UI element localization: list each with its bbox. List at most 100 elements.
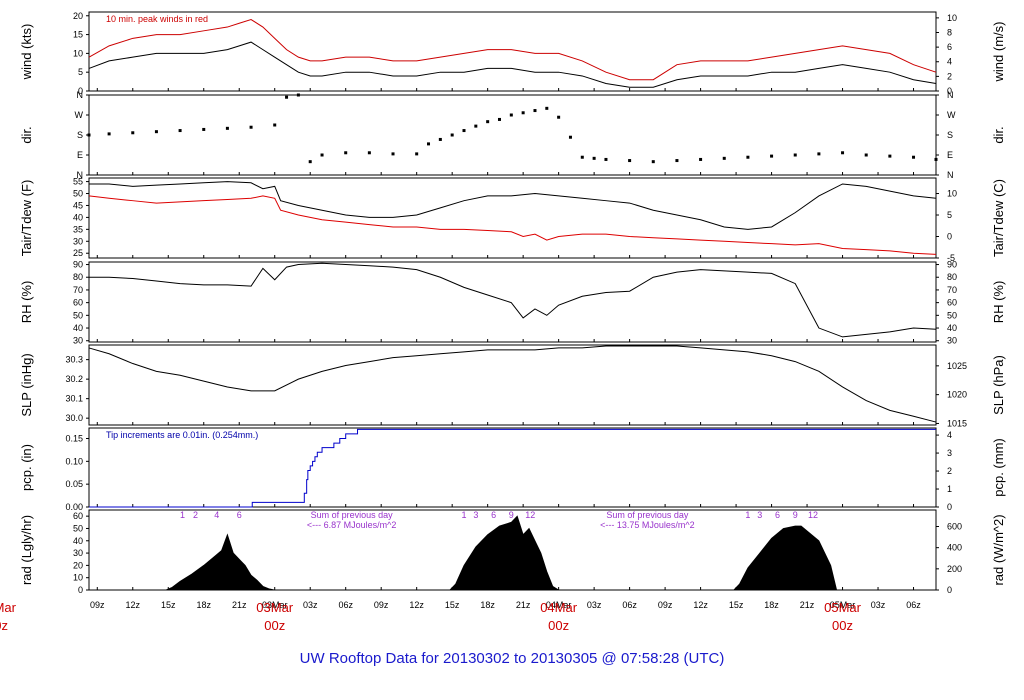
y-axis-title: Tair/Tdew (F) (19, 180, 34, 257)
data-point (592, 156, 596, 160)
data-point (557, 115, 561, 119)
data-point (651, 160, 655, 164)
time-tick-label: 04Mar (546, 600, 572, 610)
time-tick-label: 18z (196, 600, 211, 610)
data-point (888, 154, 892, 158)
data-point (509, 113, 513, 117)
y2-tick-label: 8 (947, 27, 952, 37)
time-tick-label: 06z (338, 600, 353, 610)
data-line (89, 181, 937, 230)
y-tick-label: 30.3 (65, 355, 83, 365)
time-tick-label: 09z (658, 600, 673, 610)
data-point (841, 151, 845, 155)
data-point (793, 153, 797, 157)
data-point (154, 130, 158, 134)
hour-mark: 9 (793, 510, 798, 520)
panel-pcp: 0.00 0.05 0.10 0.15 0 1 2 3 4 pcp. (in) pcp. (mm) T… (19, 427, 1006, 512)
y-tick-label: 0 (78, 86, 83, 96)
data-point (545, 106, 549, 110)
y2-tick-label: 10 (947, 13, 957, 23)
y2-tick-label: 1015 (947, 418, 967, 428)
panel-frame (88, 177, 937, 259)
panel-frame (88, 94, 937, 176)
y-tick-label: 55 (73, 177, 83, 187)
day-label: 03Mar (256, 600, 294, 615)
hour-mark: 6 (491, 510, 496, 520)
y-tick-label: W (75, 110, 84, 120)
y-tick-label: 30 (73, 336, 83, 346)
radiation-annotation: <--- 6.87 MJoules/m^2 (307, 520, 397, 530)
y-axis-title: dir. (19, 126, 34, 143)
data-point (320, 153, 324, 157)
y2-tick-label: 5 (947, 210, 952, 220)
hour-mark: 12 (808, 510, 818, 520)
data-point (285, 95, 289, 99)
data-point (438, 137, 442, 141)
time-tick-label: 12z (409, 600, 424, 610)
y-tick-label: 40 (73, 536, 83, 546)
data-point (367, 151, 371, 155)
data-line (88, 345, 937, 423)
y2-tick-label: 80 (947, 272, 957, 282)
data-point (934, 157, 938, 161)
hour-mark: 9 (509, 510, 514, 520)
y2-tick-label: 0 (947, 232, 952, 242)
time-tick-label: 06z (906, 600, 921, 610)
y-tick-label: 0.10 (65, 456, 83, 466)
y-tick-label: 30.0 (65, 413, 83, 423)
y2-tick-label: 3 (947, 448, 952, 458)
data-point (427, 142, 431, 146)
data-point (486, 120, 490, 124)
data-point (722, 156, 726, 160)
time-tick-label: 12z (126, 600, 141, 610)
hour-mark: 4 (214, 510, 219, 520)
y-tick-label: N (77, 170, 84, 180)
data-line (88, 195, 937, 255)
y2-tick-label: 600 (947, 522, 962, 532)
data-point (450, 133, 454, 137)
time-tick-label: 09z (90, 600, 105, 610)
panel-frame (88, 427, 937, 508)
time-tick-label: 06z (622, 600, 637, 610)
y-tick-label: 20 (73, 560, 83, 570)
y-tick-label: 25 (73, 248, 83, 258)
data-point (628, 159, 632, 163)
y2-tick-label: 400 (947, 543, 962, 553)
hour-mark: 1 (180, 510, 185, 520)
data-line (88, 18, 937, 81)
time-tick-label: 18z (480, 600, 495, 610)
y2-tick-label: 0 (947, 86, 952, 96)
data-point (344, 151, 348, 155)
data-point (225, 126, 229, 130)
y2-tick-label: N (947, 170, 954, 180)
y2-axis-title: pcp. (mm) (991, 438, 1006, 497)
data-point (308, 160, 312, 164)
y-tick-label: 15 (73, 30, 83, 40)
radiation-annotation: Sum of previous day (311, 510, 394, 520)
data-point (864, 153, 868, 157)
y-tick-label: 60 (73, 298, 83, 308)
time-tick-label: 03z (871, 600, 886, 610)
data-point (273, 123, 277, 127)
y-tick-label: 5 (78, 67, 83, 77)
y-tick-label: 80 (73, 272, 83, 282)
y-tick-label: N (77, 90, 84, 100)
y-tick-label: 30 (73, 548, 83, 558)
y2-axis-title: wind (m/s) (991, 22, 1006, 83)
y-tick-label: 50 (73, 523, 83, 533)
y2-tick-label: 200 (947, 564, 962, 574)
y2-tick-label: W (947, 110, 956, 120)
data-point (474, 124, 478, 128)
y2-tick-label: 0 (947, 585, 952, 595)
time-tick-label: 21z (516, 600, 531, 610)
y-axis-title: RH (%) (19, 281, 34, 324)
time-tick-label: 03Mar (262, 600, 288, 610)
time-tick-label: 15z (729, 600, 744, 610)
panel-wind: 0 5 10 15 20 0 2 4 6 8 10 wind (kts) wind (m/s) 10 mi… (19, 11, 1006, 96)
y-axis-title: rad (Lgly/hr) (19, 515, 34, 585)
time-tick-label: 03z (587, 600, 602, 610)
y2-tick-label: 70 (947, 285, 957, 295)
